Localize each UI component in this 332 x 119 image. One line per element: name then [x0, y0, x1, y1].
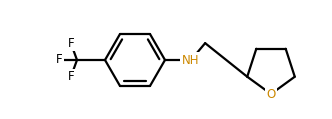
- Text: F: F: [67, 70, 74, 83]
- Text: NH: NH: [182, 54, 200, 67]
- Text: F: F: [56, 54, 62, 67]
- Text: F: F: [67, 37, 74, 50]
- Text: O: O: [266, 87, 276, 101]
